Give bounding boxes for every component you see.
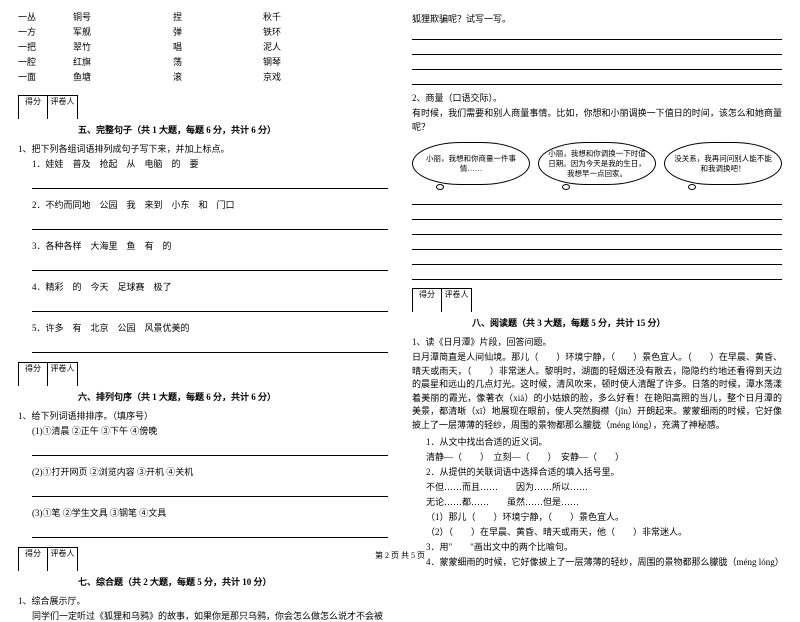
s8-q2: 2．从提供的关联词语中选择合适的填入括号里。	[426, 465, 782, 478]
score-box: 得分 评卷人	[18, 362, 388, 386]
answer-line	[412, 193, 782, 205]
w: 一丛	[18, 10, 73, 23]
cont-text: 狐狸欺骗呢？试写一写。	[412, 12, 782, 25]
section-7-title: 七、综合题（共 2 大题，每题 5 分，共计 10 分）	[78, 575, 388, 588]
w: 弹	[173, 25, 263, 38]
page-footer: 第 2 页 共 5 页	[0, 550, 800, 561]
w: 京戏	[263, 70, 323, 83]
q-lead: 1、给下列词语排排序。（填序号）	[18, 409, 388, 422]
s8-q2d: （2）（ ）在早晨、黄昏、晴天或雨天，他（ ）非常迷人。	[426, 525, 782, 538]
w: 一腔	[18, 55, 73, 68]
item: 4．精彩 的 今天 足球赛 极了	[32, 280, 388, 293]
s8-q1: 1．从文中找出合适的近义词。	[426, 435, 782, 448]
bubble-1: 小丽，我想和你商量一件事情……	[412, 142, 530, 185]
q7-1a: 1、综合展示厅。	[18, 594, 388, 607]
w: 铜号	[73, 10, 173, 23]
answer-line	[32, 483, 388, 497]
w: 一面	[18, 70, 73, 83]
s8-passage: 日月潭简直是人间仙境。那儿（ ）环境宁静，（ ）景色宜人。（ ）在早晨、黄昏、晴…	[412, 351, 782, 432]
s8-q1a: 清静—（ ） 立刻—（ ） 安静—（ ）	[426, 450, 782, 463]
s8-q2a: 不但……而且…… 因为……所以……	[426, 480, 782, 493]
bubble-2: 小丽，我想和你调换一下时值日期。因为今天是我的生日，我想早一点回家。	[538, 142, 656, 185]
item: (2)①打开网页 ②浏览内容 ③开机 ④关机	[32, 465, 388, 478]
w: 唱	[173, 40, 263, 53]
answer-line	[32, 298, 388, 312]
section-8-title: 八、阅读题（共 3 大题，每题 5 分，共计 15 分）	[472, 316, 782, 329]
w: 军舰	[73, 25, 173, 38]
score-cell: 得分	[18, 362, 48, 386]
score-box: 得分 评卷人	[412, 288, 782, 312]
score-cell: 得分	[18, 95, 48, 119]
answer-line	[412, 238, 782, 250]
w: 一方	[18, 25, 73, 38]
answer-line	[32, 175, 388, 189]
answer-line	[412, 58, 782, 70]
q-lead: 1、把下列各组词语排列成句子写下来，并加上标点。	[18, 142, 388, 155]
answer-line	[412, 268, 782, 280]
item: 1．娃娃 普及 抢起 从 电脑 的 要	[32, 157, 388, 170]
w: 荡	[173, 55, 263, 68]
w: 泥人	[263, 40, 323, 53]
item: 5．许多 有 北京 公园 风景优美的	[32, 321, 388, 334]
score-cell: 评卷人	[48, 95, 78, 119]
item: (1)①清晨 ②正午 ③下午 ④傍晚	[32, 424, 388, 437]
answer-line	[32, 216, 388, 230]
w: 红旗	[73, 55, 173, 68]
score-cell: 评卷人	[48, 362, 78, 386]
w: 捏	[173, 10, 263, 23]
answer-line	[412, 43, 782, 55]
speech-bubbles: 小丽，我想和你商量一件事情…… 小丽，我想和你调换一下时值日期。因为今天是我的生…	[412, 142, 782, 185]
s8-q2c: （1）那儿（ ）环境宁静，（ ）景色宜人。	[426, 510, 782, 523]
w: 鱼塘	[73, 70, 173, 83]
score-box: 得分 评卷人	[18, 95, 388, 119]
answer-line	[32, 524, 388, 538]
q7-1b: 同学们一定听过《狐狸和乌鸦》的故事，如果你是那只乌鸦，你会怎么做怎么说才不会被	[32, 609, 388, 622]
w: 秋千	[263, 10, 323, 23]
item: 3．各种各样 大海里 鱼 有 的	[32, 239, 388, 252]
q2-lead: 2、商量（口语交际）。	[412, 91, 782, 104]
w: 钢琴	[263, 55, 323, 68]
w: 翠竹	[73, 40, 173, 53]
answer-line	[32, 339, 388, 353]
section-6-title: 六、排列句序（共 1 大题，每题 6 分，共计 6 分）	[78, 390, 388, 403]
item: 2．不约而同地 公园 我 来到 小东 和 门口	[32, 198, 388, 211]
answer-line	[412, 73, 782, 85]
answer-line	[412, 28, 782, 40]
score-cell: 得分	[412, 288, 442, 312]
w: 滚	[173, 70, 263, 83]
score-cell: 评卷人	[442, 288, 472, 312]
answer-line	[412, 208, 782, 220]
word-grid: 一丛铜号捏秋千 一方军舰弹铁环 一把翠竹唱泥人 一腔红旗荡钢琴 一面鱼塘滚京戏	[18, 10, 388, 83]
w: 铁环	[263, 25, 323, 38]
q2-body: 有时候，我们需要和别人商量事情。比如，你想和小丽调换一下值日的时间，该怎么和她商…	[412, 107, 782, 134]
section-5-title: 五、完整句子（共 1 大题，每题 6 分，共计 6 分）	[78, 123, 388, 136]
answer-line	[32, 257, 388, 271]
answer-line	[412, 223, 782, 235]
s8-lead: 1、读《日月潭》片段，回答问题。	[412, 335, 782, 348]
w: 一把	[18, 40, 73, 53]
bubble-3: 没关系，我再问问别人能不能和我调换吧！	[664, 142, 782, 185]
answer-line	[32, 442, 388, 456]
item: (3)①笔 ②学生文具 ③钢笔 ④文具	[32, 506, 388, 519]
s8-q2b: 无论……都…… 虽然……但是……	[426, 495, 782, 508]
answer-line	[412, 253, 782, 265]
